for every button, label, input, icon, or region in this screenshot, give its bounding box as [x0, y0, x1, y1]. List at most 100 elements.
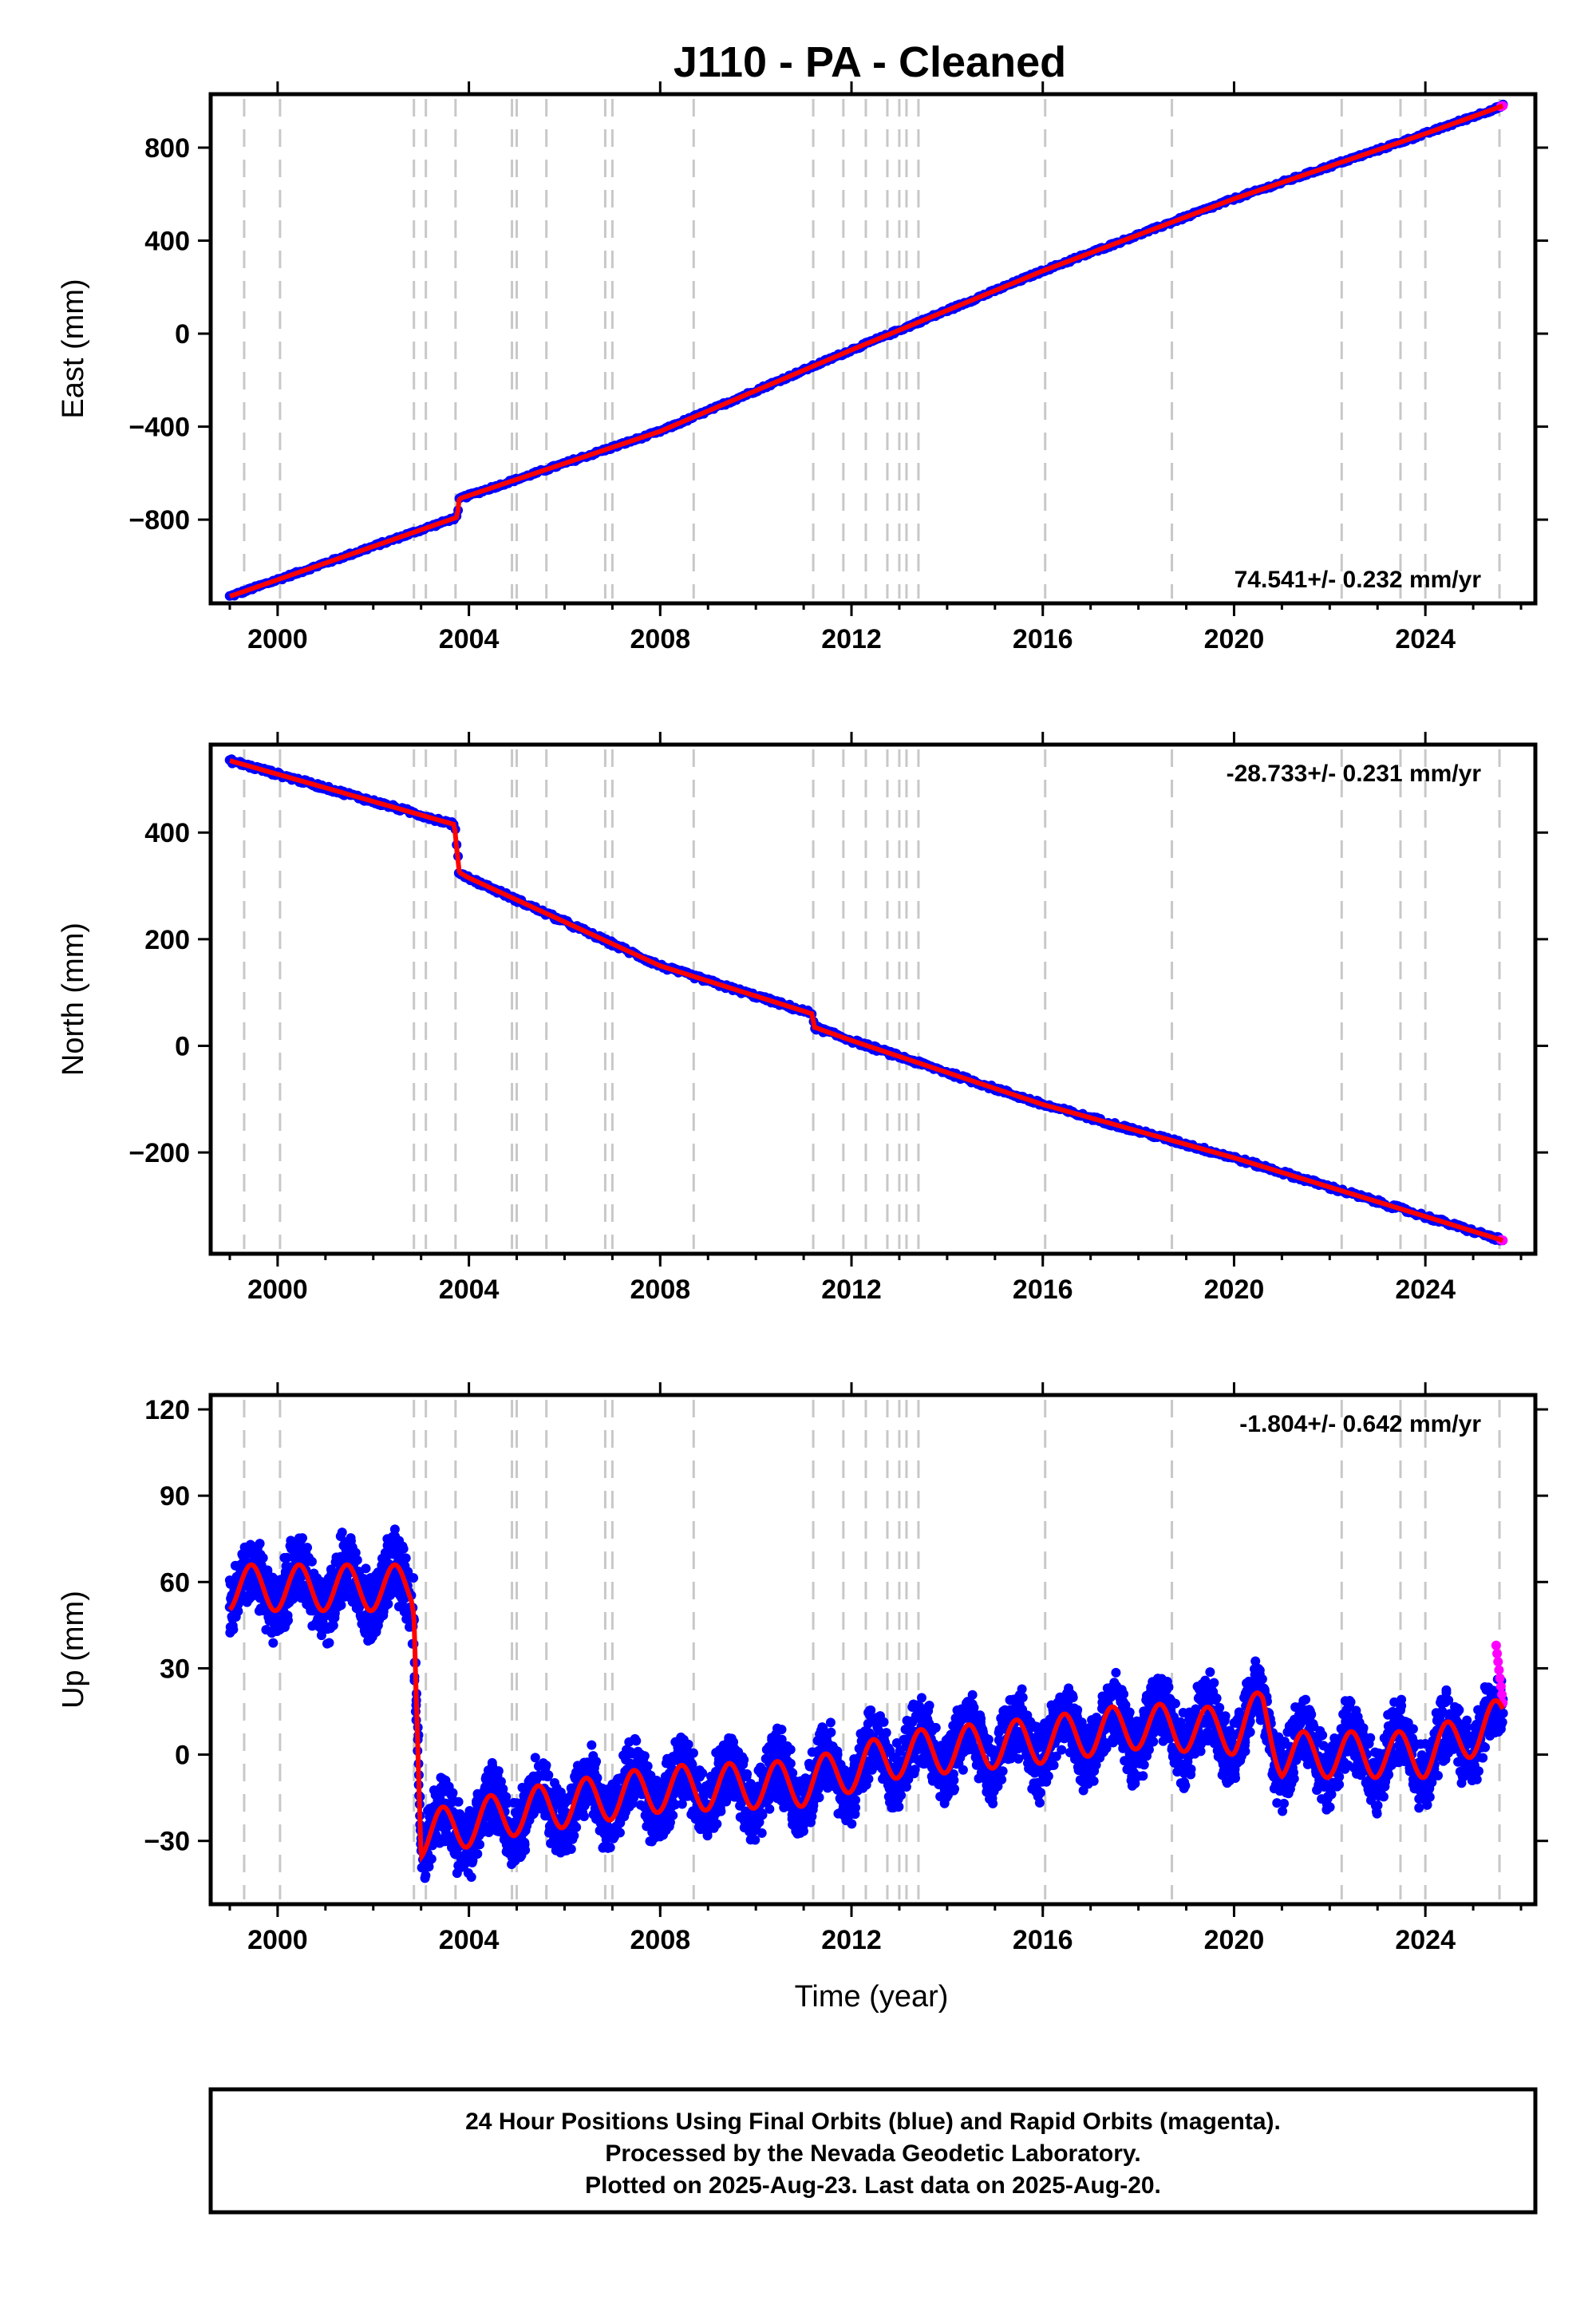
data-point: [397, 1541, 408, 1551]
data-point: [337, 1528, 347, 1538]
data-point: [716, 1806, 726, 1816]
data-point: [421, 1871, 431, 1881]
data-point: [894, 1801, 904, 1812]
data-point: [998, 1766, 1008, 1777]
data-point: [401, 1553, 411, 1563]
data-point: [426, 1854, 437, 1864]
x-tick-label: 2004: [439, 624, 500, 654]
data-point: [764, 1804, 775, 1814]
plot-frame: [208, 742, 1538, 1256]
data-point: [826, 1727, 836, 1737]
data-point: [688, 1748, 698, 1758]
data-point: [530, 1753, 540, 1763]
data-point: [988, 1798, 998, 1808]
data-point: [592, 1773, 602, 1783]
data-point: [1017, 1693, 1028, 1703]
y-tick-label: −400: [128, 413, 190, 443]
data-point: [282, 1615, 293, 1626]
data-point: [881, 1728, 891, 1738]
data-point: [614, 1828, 625, 1838]
data-point: [924, 1700, 934, 1710]
data-point: [587, 1740, 597, 1750]
data-point: [569, 1831, 579, 1841]
data-point: [1057, 1745, 1067, 1755]
model-fit-line: [229, 758, 1504, 1243]
data-point: [324, 1638, 334, 1648]
data-point: [361, 1563, 371, 1574]
y-axis-label: East (mm): [57, 279, 90, 418]
x-tick-label: 2000: [247, 624, 308, 654]
y-tick-label: 0: [175, 319, 190, 350]
data-point: [997, 1774, 1007, 1784]
data-point: [302, 1543, 313, 1553]
x-tick-label: 2020: [1204, 624, 1265, 654]
data-point: [541, 1761, 551, 1771]
y-tick-label: 200: [144, 925, 190, 955]
data-point: [631, 1736, 642, 1746]
data-point: [571, 1822, 582, 1832]
data-point: [466, 1872, 476, 1883]
y-tick-label: −800: [128, 505, 190, 536]
data-point: [255, 1539, 265, 1549]
x-tick-label: 2004: [439, 1275, 500, 1305]
data-point: [639, 1751, 650, 1761]
data-point: [378, 1611, 389, 1621]
x-tick-label: 2000: [247, 1275, 308, 1305]
y-tick-label: 400: [144, 818, 190, 848]
data-point: [453, 1796, 464, 1807]
data-point: [233, 1606, 243, 1616]
y-tick-label: 400: [144, 227, 190, 257]
data-point: [742, 1769, 753, 1779]
chart-title: J110 - PA - Cleaned: [674, 38, 1066, 86]
data-point: [306, 1556, 317, 1567]
x-tick-label: 2024: [1395, 624, 1456, 654]
data-point: [472, 1849, 483, 1860]
data-point: [268, 1638, 279, 1648]
data-point: [798, 1826, 808, 1836]
x-tick-label: 2012: [821, 624, 882, 654]
x-tick-label: 2008: [630, 624, 691, 654]
data-point: [851, 1795, 861, 1805]
data-point: [493, 1766, 504, 1777]
data-point: [1017, 1684, 1027, 1694]
data-point: [258, 1553, 268, 1563]
data-point: [352, 1555, 362, 1565]
data-point: [967, 1690, 978, 1700]
data-point: [383, 1599, 393, 1609]
data-point: [683, 1739, 693, 1749]
data-point: [1049, 1760, 1059, 1770]
data-point: [739, 1755, 749, 1765]
panels: −800 −400 0 400 800 2000 2004 2008 2012 2016 2020 2…: [57, 81, 1548, 1955]
data-point: [605, 1842, 615, 1852]
x-tick-label: 2020: [1204, 1275, 1265, 1305]
panel-east: −800 −400 0 400 800 2000 2004 2008 2012 2016 2020 2…: [57, 81, 1548, 654]
data-point: [950, 1784, 960, 1794]
x-tick-label: 2008: [630, 1275, 691, 1305]
data-point: [409, 1573, 419, 1583]
data-point: [879, 1717, 889, 1727]
data-point: [1034, 1797, 1045, 1808]
y-tick-label: 800: [144, 133, 190, 164]
x-tick-label: 2024: [1395, 1275, 1456, 1305]
data-point: [757, 1828, 767, 1838]
data-point: [1043, 1771, 1053, 1781]
x-tick-label: 2012: [821, 1275, 882, 1305]
data-point: [930, 1722, 941, 1733]
data-point: [227, 1621, 238, 1631]
data-point: [475, 1840, 485, 1850]
data-point: [916, 1693, 926, 1703]
data-point: [591, 1757, 602, 1767]
data-point: [785, 1745, 796, 1755]
data-point: [697, 1768, 708, 1778]
data-point: [579, 1812, 589, 1822]
data-point: [785, 1758, 796, 1769]
model-fit-line: [228, 103, 1504, 599]
data-point: [825, 1717, 836, 1728]
data-point: [949, 1775, 959, 1785]
data-point: [520, 1845, 531, 1856]
x-tick-label: 2016: [1013, 1275, 1073, 1305]
data-point: [863, 1774, 874, 1784]
x-tick-label: 2016: [1013, 624, 1073, 654]
